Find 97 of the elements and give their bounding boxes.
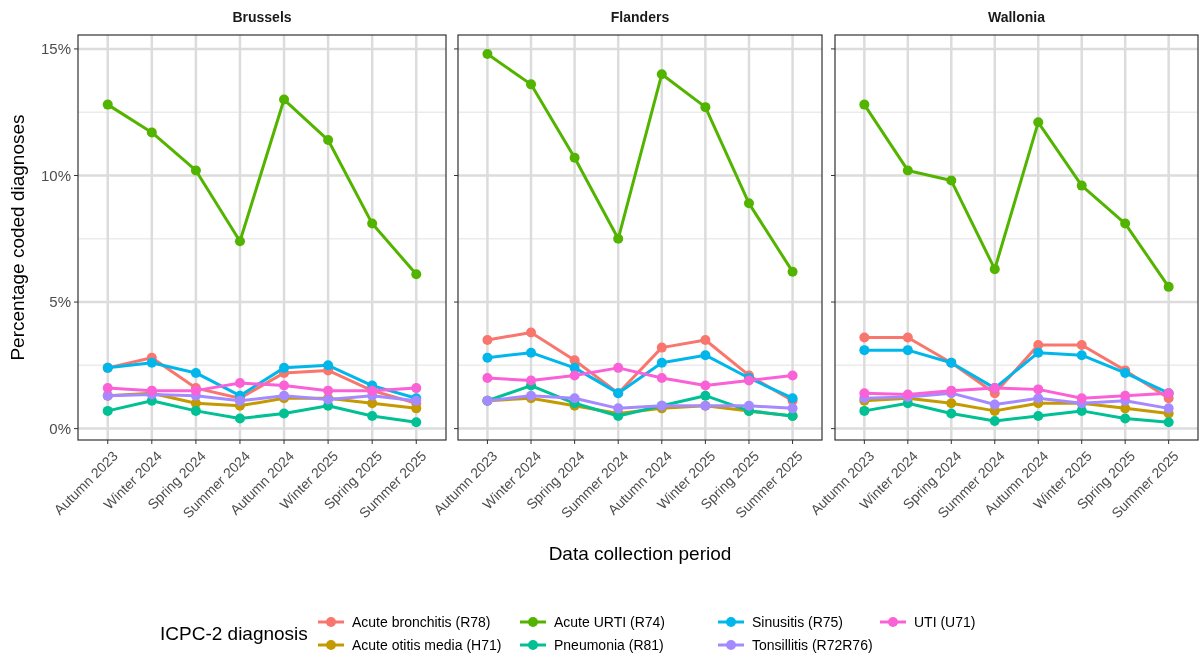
point [279, 380, 290, 391]
point [323, 360, 334, 371]
y-tick-label: 0% [49, 419, 71, 437]
legend-label: Tonsillitis (R72R76) [752, 636, 873, 653]
point [102, 405, 113, 416]
point [743, 400, 754, 411]
point [146, 357, 157, 368]
point [613, 233, 624, 244]
point [190, 405, 201, 416]
point [411, 383, 422, 394]
point [859, 405, 870, 416]
point [367, 410, 378, 421]
point [323, 135, 334, 146]
point [1033, 117, 1044, 128]
point [656, 69, 667, 80]
point [700, 350, 711, 361]
point [526, 347, 537, 358]
point [1163, 403, 1174, 414]
legend-label: UTI (U71) [914, 613, 976, 630]
chart-title: Wallonia [987, 9, 1046, 25]
point [411, 417, 422, 428]
point [902, 165, 913, 176]
point [1076, 393, 1087, 404]
point [859, 388, 870, 399]
point [700, 335, 711, 346]
point [989, 399, 1000, 410]
point [859, 345, 870, 356]
legend-label: Acute otitis media (H71) [352, 636, 502, 653]
legend-title: ICPC-2 diagnosis [160, 623, 308, 644]
point [279, 408, 290, 419]
point [613, 362, 624, 373]
point [234, 236, 245, 247]
point [190, 367, 201, 378]
point [613, 403, 624, 414]
x-axis-title: Data collection period [548, 543, 732, 564]
point [946, 175, 957, 186]
point [743, 198, 754, 209]
point [989, 416, 1000, 427]
point [946, 398, 957, 409]
point [323, 385, 334, 396]
point [902, 345, 913, 356]
point [482, 48, 493, 59]
point [411, 269, 422, 280]
point [1076, 340, 1087, 351]
point [787, 370, 798, 381]
point [656, 372, 667, 383]
legend-label: Acute bronchitis (R78) [352, 613, 491, 630]
point [190, 165, 201, 176]
chart-title: Flanders [610, 9, 670, 25]
point [234, 413, 245, 424]
point [569, 393, 580, 404]
point [700, 390, 711, 401]
point [146, 127, 157, 138]
point [656, 342, 667, 353]
point [787, 403, 798, 414]
point [526, 375, 537, 386]
point [569, 152, 580, 163]
point [1033, 410, 1044, 421]
y-axis-title: Percentage coded diagnoses [7, 114, 28, 361]
point [859, 99, 870, 110]
y-tick-label: 10% [40, 166, 71, 184]
point [1120, 413, 1131, 424]
point [1120, 218, 1131, 229]
point [1076, 350, 1087, 361]
point [482, 352, 493, 363]
point [1033, 347, 1044, 358]
point [1163, 281, 1174, 292]
point [526, 79, 537, 90]
point [1033, 384, 1044, 395]
point [1163, 417, 1174, 428]
y-tick-label: 15% [40, 40, 71, 58]
legend-label: Sinusitis (R75) [752, 613, 844, 630]
point [946, 408, 957, 419]
point [526, 327, 537, 338]
point [279, 94, 290, 105]
point [102, 383, 113, 394]
legend-label: Acute URTI (R74) [554, 613, 665, 630]
point [482, 335, 493, 346]
point [656, 357, 667, 368]
point [700, 102, 711, 113]
point [902, 332, 913, 343]
legend-label: Pneumonia (R81) [554, 636, 664, 653]
point [234, 378, 245, 389]
point [367, 218, 378, 229]
point [569, 370, 580, 381]
point [1120, 390, 1131, 401]
point [1033, 393, 1044, 404]
point [700, 380, 711, 391]
point [1076, 180, 1087, 191]
y-tick-label: 5% [49, 293, 71, 311]
point [989, 264, 1000, 275]
point [482, 372, 493, 383]
point [102, 99, 113, 110]
point [279, 362, 290, 373]
point [859, 332, 870, 343]
point [787, 266, 798, 277]
chart-title: Brussels [232, 9, 292, 25]
